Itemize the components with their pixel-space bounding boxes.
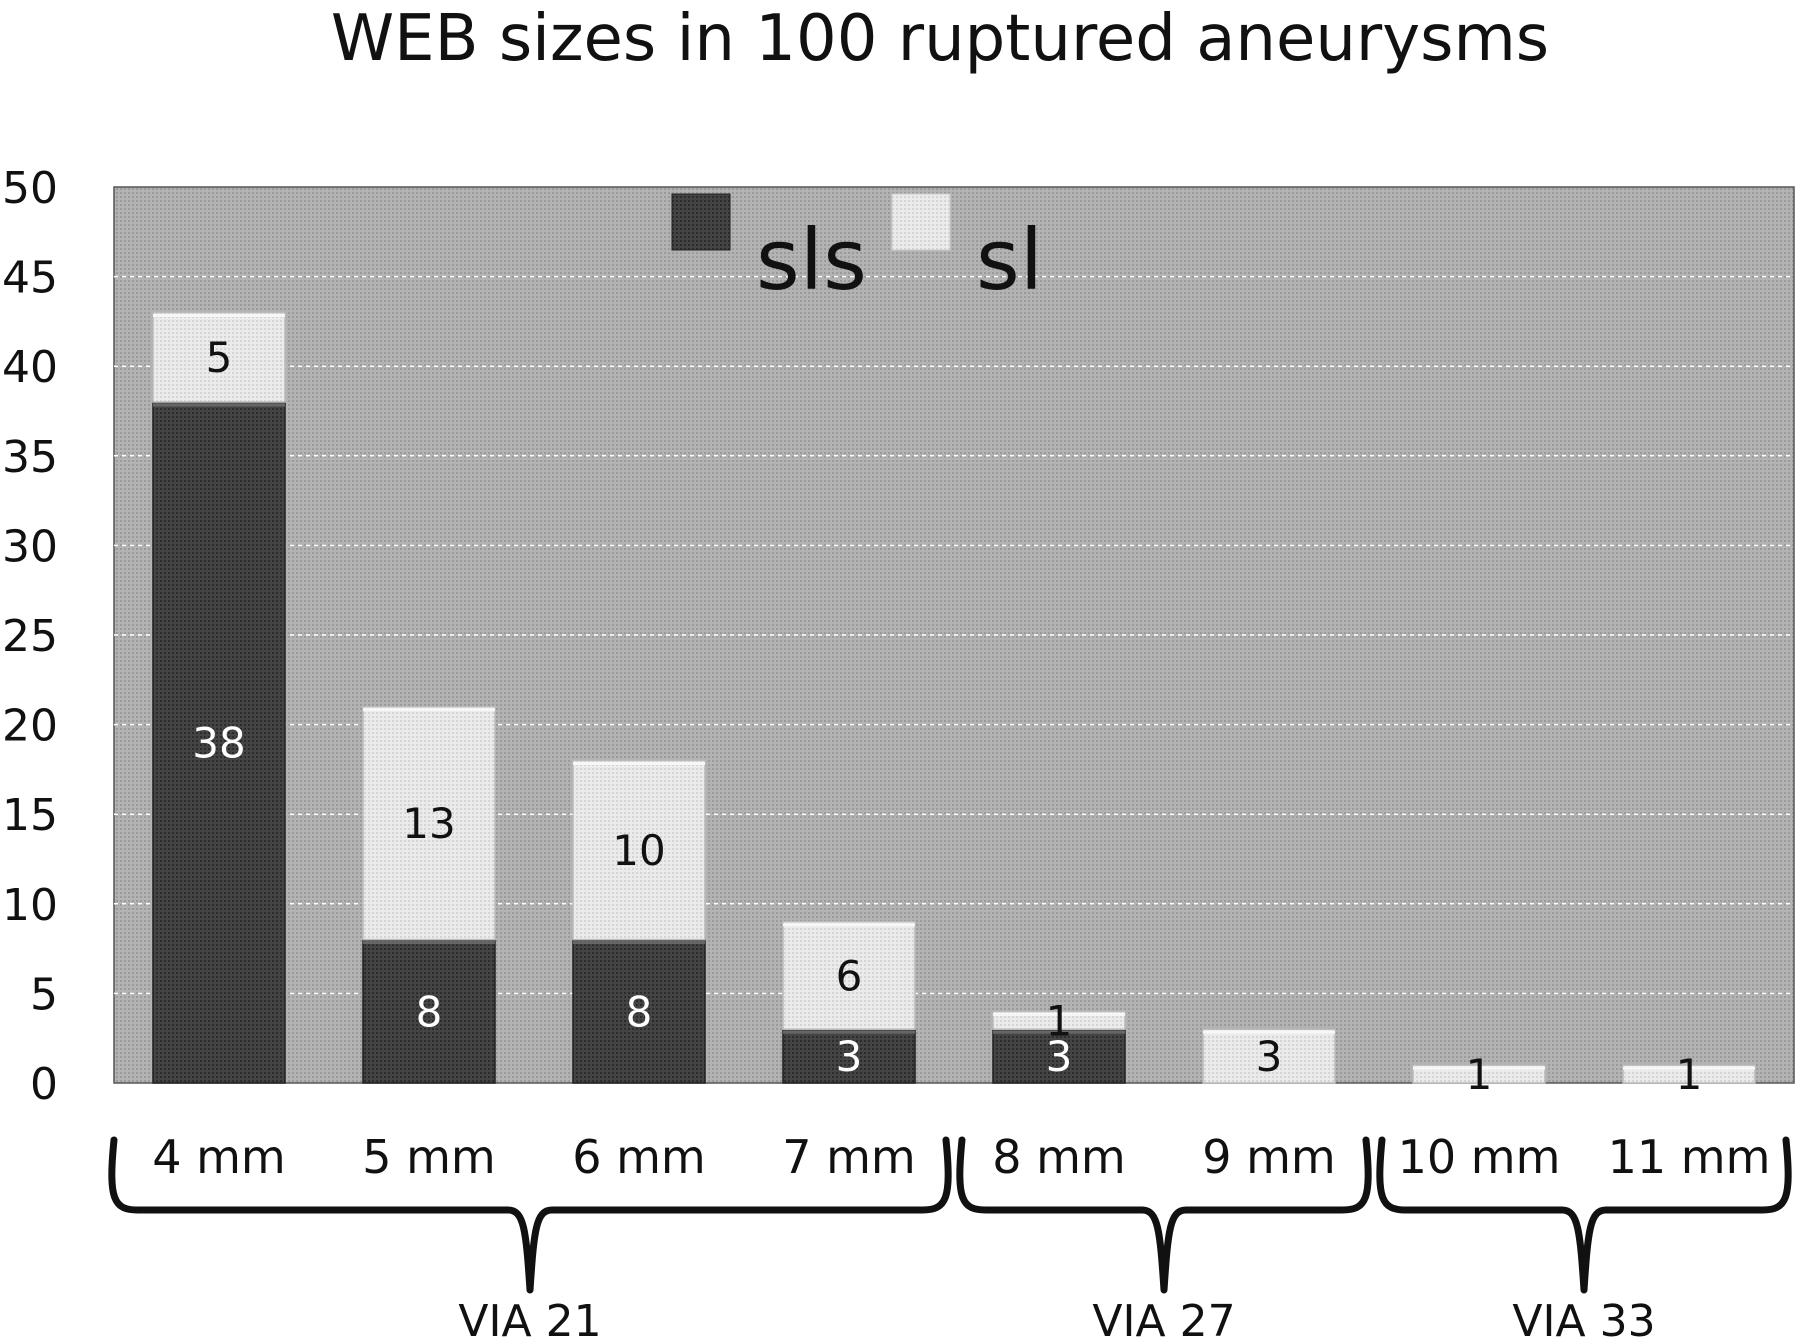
y-tick-label: 35: [2, 432, 58, 483]
bar-sl-1: [152, 311, 286, 403]
bar-sl-6: [1202, 1028, 1336, 1084]
y-tick-label: 45: [2, 253, 58, 304]
x-category-label: 4 mm: [152, 1130, 286, 1184]
data-label-sls-4: 3: [836, 1032, 863, 1081]
y-tick-label: 25: [2, 611, 58, 662]
group-label: VIA 27: [1092, 1296, 1235, 1344]
x-axis-categories: 4 mm 5 mm 6 mm 7 mm 8 mm 9 mm 10 mm 11 mm: [152, 1130, 1770, 1184]
group-brace: [1376, 1136, 1792, 1294]
x-category-label: 5 mm: [362, 1130, 496, 1184]
x-category-label: 6 mm: [572, 1130, 706, 1184]
x-category-label: 8 mm: [992, 1130, 1126, 1184]
legend-swatch-sl: [891, 193, 951, 251]
group-brace: [108, 1136, 952, 1294]
category-groups: VIA 21 VIA 27 VIA 33: [108, 1136, 1792, 1344]
data-label-sl-1: 5: [206, 333, 233, 382]
y-tick-label: 5: [30, 969, 58, 1020]
y-tick-label: 40: [2, 342, 58, 393]
y-tick-label: 50: [2, 163, 58, 214]
x-category-label: 11 mm: [1608, 1130, 1771, 1184]
bar-sls-3: [572, 938, 706, 1084]
data-label-sl-4: 6: [836, 951, 863, 1000]
bar-sls-1: [152, 401, 286, 1084]
legend-label-sl: sl: [976, 211, 1043, 309]
group-label: VIA 21: [458, 1296, 601, 1344]
data-label-sl-6: 3: [1256, 1032, 1283, 1081]
y-tick-label: 30: [2, 521, 58, 572]
data-label-sls-5: 3: [1046, 1032, 1073, 1081]
legend-label-sls: sls: [756, 211, 867, 309]
bar-sls-5: [992, 1028, 1126, 1084]
y-tick-label: 15: [2, 790, 58, 841]
legend: sls sl: [671, 193, 1043, 309]
y-tick-label: 20: [2, 701, 58, 752]
y-tick-label: 0: [30, 1059, 58, 1110]
legend-swatch-sls: [671, 193, 731, 251]
x-category-label: 7 mm: [782, 1130, 916, 1184]
data-label-sls-1: 38: [192, 719, 245, 768]
y-tick-label: 10: [2, 880, 58, 931]
chart-title: WEB sizes in 100 ruptured aneurysms: [331, 2, 1549, 76]
bar-sls-4: [782, 1028, 916, 1084]
data-label-sls-3: 8: [626, 987, 653, 1036]
data-label-sls-2: 8: [416, 987, 443, 1036]
data-label-sl-7: 1: [1466, 1050, 1493, 1099]
x-category-label: 9 mm: [1202, 1130, 1336, 1184]
bar-sl-4: [782, 920, 916, 1030]
group-brace: [956, 1136, 1372, 1294]
bar-sl-3: [572, 759, 706, 941]
data-label-sl-8: 1: [1676, 1050, 1703, 1099]
bars: [152, 311, 1756, 1084]
x-category-label: 10 mm: [1398, 1130, 1561, 1184]
data-label-sl-2: 13: [402, 799, 455, 848]
y-axis-ticks: 0 5 10 15 20 25 30 35 40 45 50: [2, 163, 58, 1110]
bar-sl-2: [362, 705, 496, 941]
data-label-sl-5: 1: [1046, 996, 1073, 1045]
data-label-sl-3: 10: [612, 826, 665, 875]
bar-sls-2: [362, 938, 496, 1084]
group-label: VIA 33: [1512, 1296, 1655, 1344]
